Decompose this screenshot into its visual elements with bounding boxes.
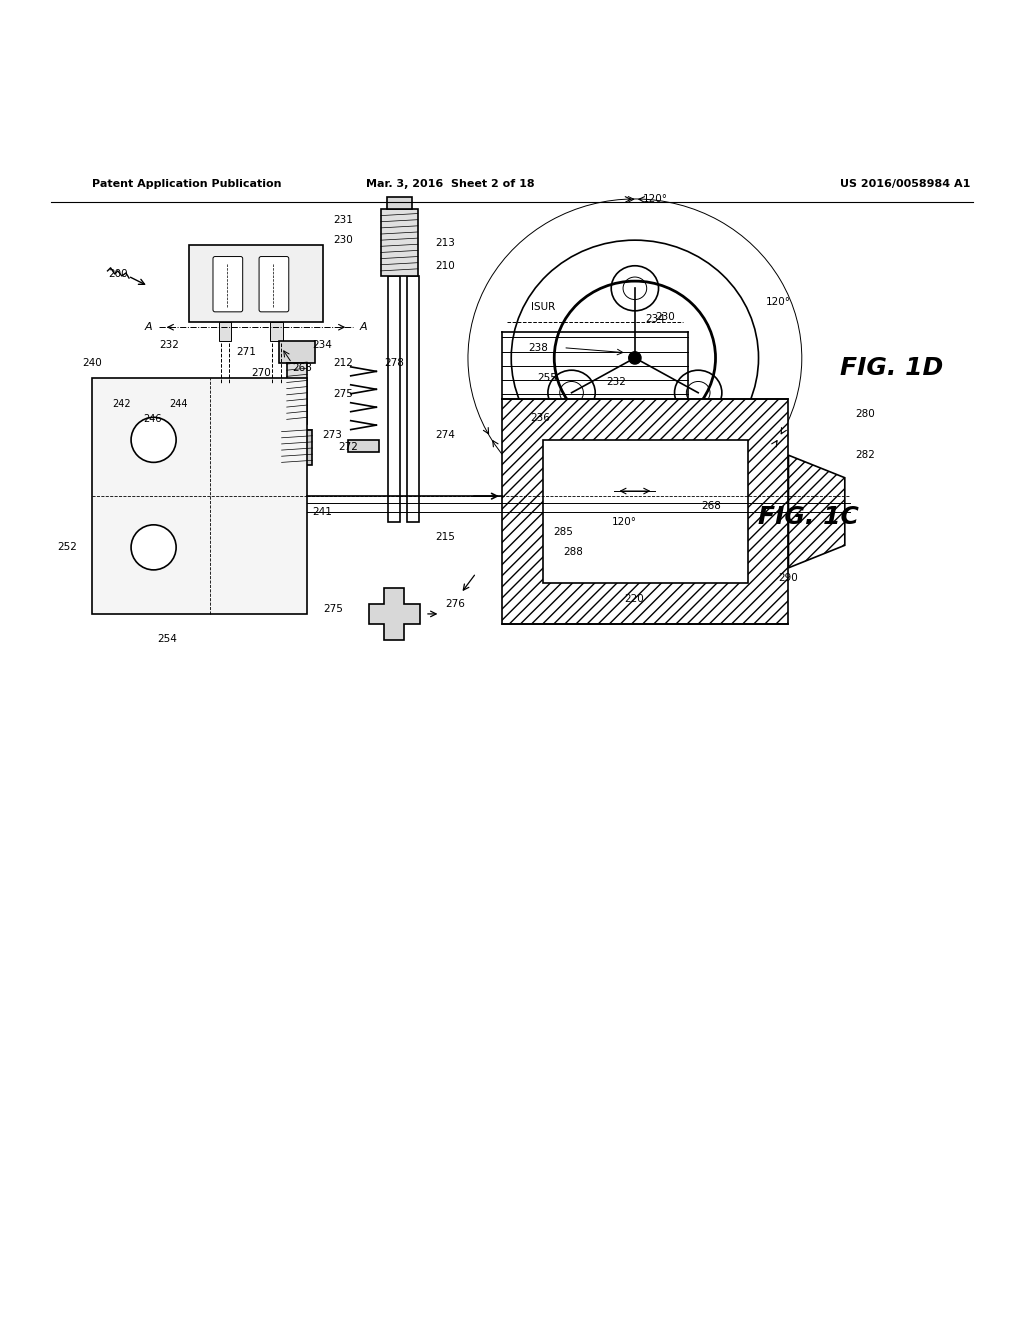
Bar [502, 399, 788, 624]
Bar [92, 379, 307, 614]
Text: 246: 246 [143, 414, 162, 424]
Polygon shape [369, 589, 420, 639]
Text: 268: 268 [701, 502, 721, 511]
Circle shape [131, 525, 176, 570]
Text: 234: 234 [312, 339, 332, 350]
FancyBboxPatch shape [189, 246, 323, 322]
Text: 230: 230 [655, 312, 675, 322]
Text: 270: 270 [252, 368, 271, 379]
Bar [502, 399, 788, 624]
Text: 273: 273 [323, 430, 342, 440]
Text: 244: 244 [169, 399, 187, 409]
Text: 275: 275 [334, 389, 353, 399]
Circle shape [629, 351, 641, 364]
Text: US 2016/0058984 A1: US 2016/0058984 A1 [840, 178, 970, 189]
Text: 280: 280 [855, 409, 874, 420]
Text: 230: 230 [333, 235, 352, 246]
Text: 252: 252 [57, 543, 77, 552]
Bar [270, 322, 283, 341]
Text: 231: 231 [333, 215, 352, 224]
Text: 220: 220 [625, 594, 644, 603]
Text: 285: 285 [553, 527, 572, 537]
Bar [543, 440, 748, 583]
Text: 232: 232 [160, 339, 179, 350]
Text: 120°: 120° [766, 297, 791, 306]
Bar [407, 276, 419, 521]
Bar [282, 429, 312, 466]
Text: 200: 200 [108, 269, 128, 279]
Text: 215: 215 [435, 532, 455, 543]
Text: 120°: 120° [643, 194, 668, 205]
Text: 276: 276 [445, 599, 465, 609]
Bar [387, 197, 412, 210]
Text: 255: 255 [538, 374, 557, 383]
FancyBboxPatch shape [259, 256, 289, 312]
Text: 282: 282 [855, 450, 874, 461]
Bar [279, 341, 315, 363]
Text: ISUR: ISUR [530, 302, 555, 312]
Text: 238: 238 [528, 343, 548, 352]
Text: 271: 271 [237, 347, 256, 356]
Text: FIG. 1C: FIG. 1C [758, 504, 859, 528]
Text: 212: 212 [334, 358, 353, 368]
Text: 213: 213 [435, 238, 455, 248]
Bar [348, 440, 379, 453]
Bar [381, 210, 418, 276]
FancyBboxPatch shape [213, 256, 243, 312]
Text: 234: 234 [645, 314, 665, 323]
Text: 290: 290 [778, 573, 798, 583]
Bar [388, 276, 400, 521]
Text: 240: 240 [82, 358, 101, 368]
Text: A: A [144, 322, 153, 333]
Text: 236: 236 [530, 413, 551, 424]
Text: A: A [359, 322, 368, 333]
Text: 288: 288 [563, 548, 583, 557]
Text: FIG. 1D: FIG. 1D [840, 356, 943, 380]
Text: 268: 268 [292, 363, 311, 374]
Circle shape [131, 417, 176, 462]
Text: 242: 242 [113, 399, 131, 409]
Text: 241: 241 [312, 507, 332, 516]
Bar [287, 363, 307, 425]
Text: 272: 272 [338, 442, 357, 451]
Text: 232: 232 [606, 378, 627, 388]
Polygon shape [788, 455, 845, 568]
Text: 274: 274 [435, 430, 455, 440]
Text: 254: 254 [158, 635, 177, 644]
Text: 120°: 120° [612, 516, 637, 527]
Text: 278: 278 [384, 358, 403, 368]
Bar [219, 322, 231, 341]
Text: 210: 210 [435, 261, 455, 271]
Text: Mar. 3, 2016  Sheet 2 of 18: Mar. 3, 2016 Sheet 2 of 18 [367, 178, 535, 189]
Text: Patent Application Publication: Patent Application Publication [92, 178, 282, 189]
Text: 275: 275 [324, 603, 343, 614]
